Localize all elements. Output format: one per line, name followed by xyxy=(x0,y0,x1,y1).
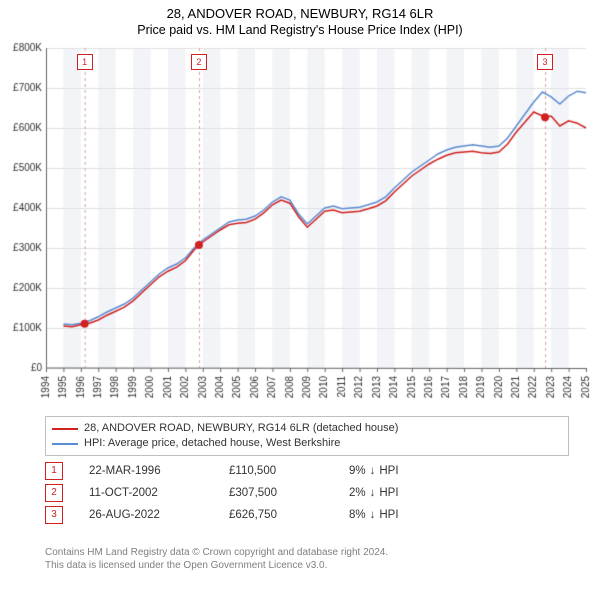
chart-titles: 28, ANDOVER ROAD, NEWBURY, RG14 6LR Pric… xyxy=(0,0,600,37)
event-number: 3 xyxy=(45,506,63,524)
chart-marker-2: 2 xyxy=(191,54,207,70)
title-sub: Price paid vs. HM Land Registry's House … xyxy=(0,23,600,37)
event-diff-label: HPI xyxy=(379,487,398,499)
event-diff-pct: 2% xyxy=(349,487,366,499)
event-date: 11-OCT-2002 xyxy=(89,487,229,499)
footer-line-2: This data is licensed under the Open Gov… xyxy=(45,559,555,572)
legend: 28, ANDOVER ROAD, NEWBURY, RG14 6LR (det… xyxy=(45,416,569,456)
legend-label: HPI: Average price, detached house, West… xyxy=(84,436,340,451)
event-date: 22-MAR-1996 xyxy=(89,465,229,477)
legend-label: 28, ANDOVER ROAD, NEWBURY, RG14 6LR (det… xyxy=(84,421,398,436)
legend-item: HPI: Average price, detached house, West… xyxy=(52,436,562,451)
event-row: 3 26-AUG-2022£626,7508% ↓HPI xyxy=(45,504,555,526)
event-diff: 8% ↓HPI xyxy=(349,509,399,521)
event-row: 2 11-OCT-2002£307,5002% ↓HPI xyxy=(45,482,555,504)
event-diff: 9% ↓HPI xyxy=(349,465,399,477)
event-diff-pct: 9% xyxy=(349,465,366,477)
arrow-down-icon: ↓ xyxy=(370,509,376,521)
chart-marker-3: 3 xyxy=(537,54,553,70)
event-price: £110,500 xyxy=(229,465,349,477)
events-table: 122-MAR-1996£110,5009%↓HPI211-OCT-2002£3… xyxy=(45,460,555,526)
event-number: 2 xyxy=(45,484,63,502)
legend-swatch xyxy=(52,443,78,445)
event-diff-label: HPI xyxy=(379,509,398,521)
footer: Contains HM Land Registry data © Crown c… xyxy=(45,546,555,572)
arrow-down-icon: ↓ xyxy=(370,487,376,499)
chart-marker-1: 1 xyxy=(77,54,93,70)
event-price: £307,500 xyxy=(229,487,349,499)
event-price: £626,750 xyxy=(229,509,349,521)
legend-swatch xyxy=(52,428,78,430)
event-date: 26-AUG-2022 xyxy=(89,509,229,521)
event-diff-label: HPI xyxy=(379,465,398,477)
legend-item: 28, ANDOVER ROAD, NEWBURY, RG14 6LR (det… xyxy=(52,421,562,436)
event-diff: 2% ↓HPI xyxy=(349,487,399,499)
price-chart xyxy=(0,40,600,410)
event-diff-pct: 8% xyxy=(349,509,366,521)
title-main: 28, ANDOVER ROAD, NEWBURY, RG14 6LR xyxy=(0,6,600,21)
event-row: 1 22-MAR-1996£110,5009% ↓HPI xyxy=(45,460,555,482)
arrow-down-icon: ↓ xyxy=(370,465,376,477)
event-number: 1 xyxy=(45,462,63,480)
footer-line-1: Contains HM Land Registry data © Crown c… xyxy=(45,546,555,559)
